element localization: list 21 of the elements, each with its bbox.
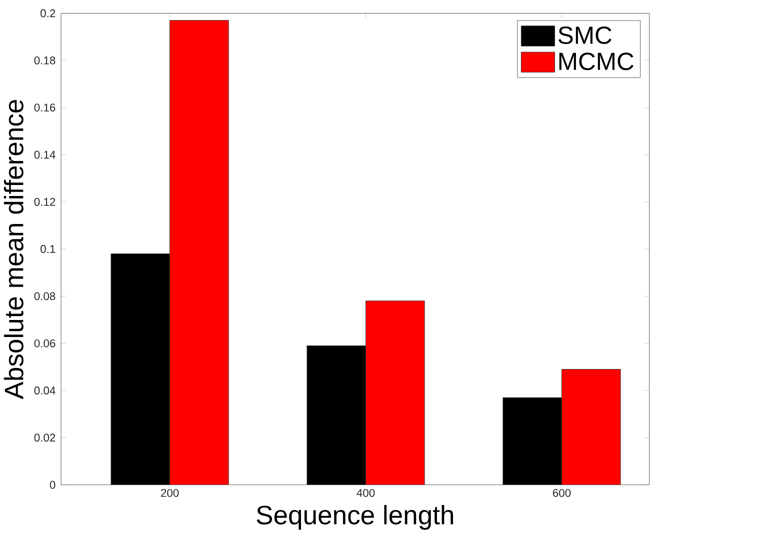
bar <box>170 20 229 485</box>
x-tick-label: 600 <box>552 488 571 497</box>
bar <box>562 369 621 485</box>
legend-label: MCMC <box>559 52 634 70</box>
y-tick-label: 0.18 <box>34 56 56 64</box>
y-axis-title: Absolute mean difference <box>4 100 24 400</box>
y-tick-label: 0.06 <box>34 339 56 348</box>
y-tick-label: 0.02 <box>34 434 56 442</box>
y-tick-label: 0.14 <box>34 150 56 159</box>
legend-label: SMC <box>558 26 612 44</box>
y-tick-label: 0.12 <box>34 198 56 206</box>
y-tick-label: 0.04 <box>34 386 56 394</box>
y-tick-label: 0.1 <box>40 245 56 253</box>
y-tick-label: 0.08 <box>34 292 56 300</box>
y-tick-label: 0.2 <box>40 9 56 18</box>
x-axis-title: Sequence length <box>256 504 454 530</box>
y-tick-label: 0.16 <box>34 104 56 112</box>
bar <box>366 300 425 485</box>
y-tick-label: 0 <box>50 480 56 489</box>
x-tick-label: 200 <box>161 488 179 497</box>
x-tick-label: 400 <box>356 488 375 497</box>
